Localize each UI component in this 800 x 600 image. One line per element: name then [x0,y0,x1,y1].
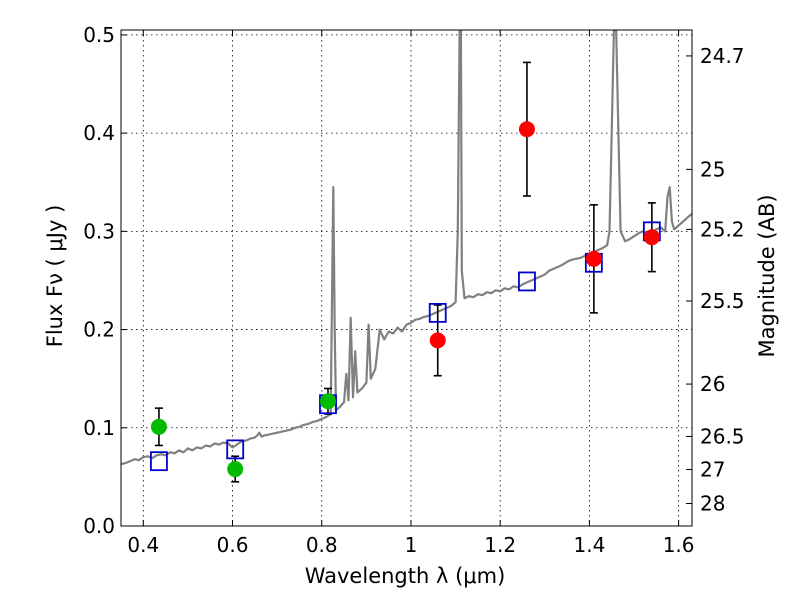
x-tick-label: 0.6 [217,533,249,557]
x-tick-label: 1 [405,533,418,557]
x-tick-label: 1.6 [663,533,695,557]
observed-optical-point [319,393,336,410]
model-photometry-square [226,439,245,460]
y-tick-label: 0.3 [83,219,115,243]
spectrum-layer [121,30,692,466]
right-tick-label: 27 [700,458,725,482]
observed-infrared-point [585,250,602,267]
plot-frame [120,29,693,527]
observed-infrared-point [518,121,535,138]
y-axis-label: Flux Fν ( μJy ) [43,205,67,348]
x-tick-label: 0.4 [127,533,159,557]
y-tick-label: 0.2 [83,318,115,342]
model-spectrum-line [121,30,692,466]
grid-lines [121,30,692,527]
y-tick-label: 0.0 [83,514,115,538]
errorbar-layer [154,61,656,483]
model-photometry-square [428,302,447,323]
observed-optical-point [150,418,167,435]
right-tick-label: 26 [700,372,725,396]
y-tick-label: 0.5 [83,23,115,47]
observed-infrared-point [429,332,446,349]
y-tick-label: 0.4 [83,121,115,145]
observed-optical-point [227,461,244,478]
x-tick-label: 0.8 [306,533,338,557]
y-tick-label: 0.1 [83,416,115,440]
model-photometry-square [518,271,536,292]
right-tick-label: 25.2 [700,217,745,241]
x-axis-label: Wavelength λ (μm) [305,564,506,588]
right-tick-label: 24.7 [700,44,745,68]
observed-infrared-point [643,229,660,246]
tick-layer: 0.4 0.6 0.8 1 1.2 1.4 1.6 0.0 0.1 0.2 0.3 0.4 0.5 24.… [83,23,744,557]
right-tick-label: 25.5 [700,289,745,313]
y-right-axis-label: Magnitude (AB) [755,194,779,357]
x-tick-label: 1.4 [573,533,605,557]
right-tick-label: 25 [700,157,725,181]
right-tick-label: 28 [700,492,725,516]
x-tick-label: 1.2 [484,533,516,557]
marker-layer [150,121,661,478]
right-tick-label: 26.5 [700,424,745,448]
model-photometry-square [150,451,168,472]
